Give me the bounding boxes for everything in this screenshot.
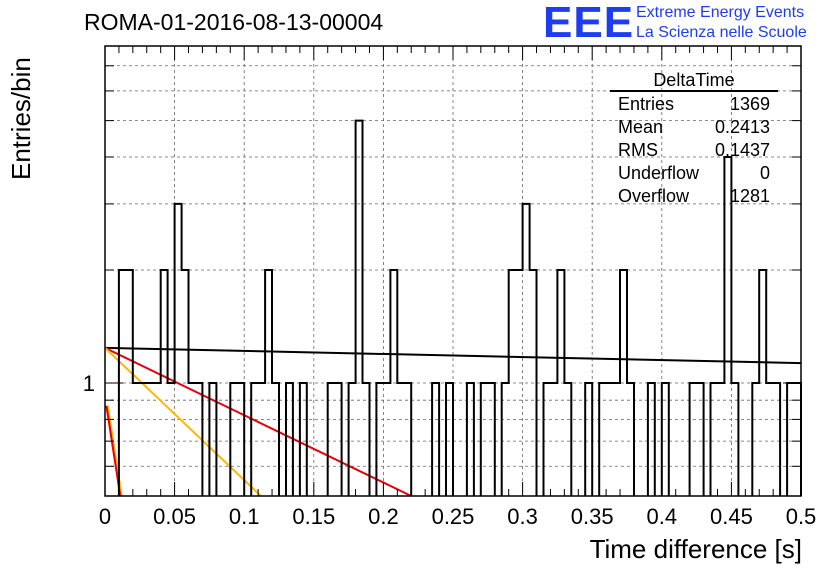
stats-box: DeltaTime Entries 1369 Mean 0.2413 RMS 0… (610, 70, 778, 208)
x-tick-label: 0.4 (647, 504, 678, 529)
stats-value: 0.2413 (714, 117, 770, 137)
x-tick-label: 0.25 (432, 504, 475, 529)
x-tick-label: 0.3 (507, 504, 538, 529)
stats-row-mean: Mean 0.2413 (610, 116, 778, 139)
stats-row-overflow: Overflow 1281 (610, 185, 778, 208)
stats-label: Underflow (618, 163, 700, 183)
tick-labels: 0 0.05 0.1 0.15 0.2 0.25 0.3 0.35 0.4 0.45 0.5 1 (83, 371, 817, 529)
stats-row-rms: RMS 0.1437 (610, 139, 778, 162)
stats-row-underflow: Underflow 0 (610, 162, 778, 185)
y-axis-label: Entries/bin (6, 57, 36, 180)
x-tick-label: 0.05 (153, 504, 196, 529)
x-tick-label: 0.15 (292, 504, 335, 529)
fit-curve (104, 346, 802, 365)
y-tick-label: 1 (83, 371, 95, 396)
stats-value: 1369 (729, 94, 770, 114)
histogram-outline (117, 119, 802, 496)
stats-value: 1281 (729, 186, 770, 206)
stats-row-entries: Entries 1369 (610, 93, 778, 116)
stats-value: 0.1437 (714, 140, 770, 160)
logo-line-2: La Scienza nelle Scuole (636, 24, 807, 41)
stats-label: Overflow (618, 186, 690, 206)
x-tick-label: 0.45 (710, 504, 753, 529)
x-tick-label: 0 (99, 504, 111, 529)
fit-curve (104, 347, 262, 497)
x-tick-label: 0.1 (229, 504, 260, 529)
x-tick-label: 0.5 (786, 504, 817, 529)
stats-title: DeltaTime (653, 70, 735, 90)
stats-label: Mean (618, 117, 664, 137)
x-tick-label: 0.35 (571, 504, 614, 529)
stats-value: 0 (759, 163, 770, 183)
logo-line-1: Extreme Energy Events (636, 4, 805, 21)
stats-rule (610, 90, 778, 92)
x-tick-label: 0.2 (368, 504, 399, 529)
fit-curve (104, 346, 412, 497)
logo-mark: EEE (543, 0, 635, 47)
stats-label: RMS (618, 140, 658, 160)
histogram (117, 119, 802, 496)
stats-label: Entries (618, 94, 675, 114)
x-axis-label: Time difference [s] (589, 534, 802, 564)
axis-ticks (104, 46, 802, 496)
eee-logo: EEE Extreme Energy Events La Scienza nel… (540, 0, 836, 47)
run-title: ROMA-01-2016-08-13-00004 (84, 9, 384, 35)
